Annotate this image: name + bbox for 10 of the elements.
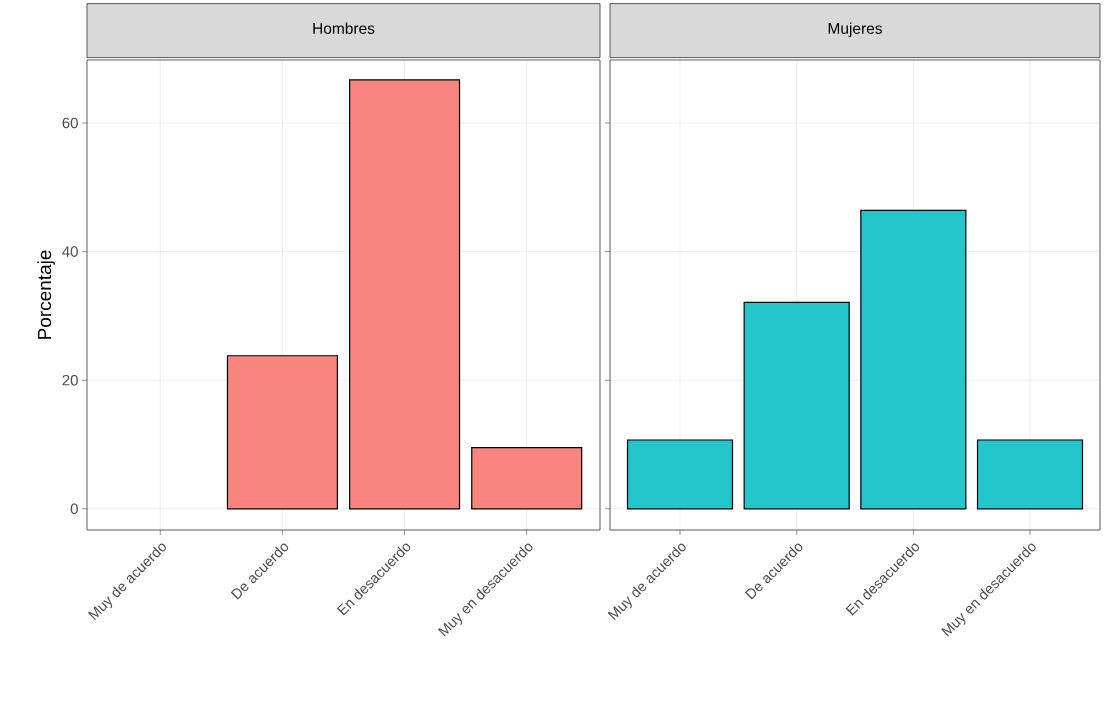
bar — [226, 355, 338, 510]
y-tick-label: 20 — [62, 374, 78, 386]
y-axis-title: Porcentaje — [37, 250, 55, 339]
y-tick-label: 0 — [70, 503, 78, 515]
chart-title: Mujeres — [828, 22, 882, 37]
bar — [471, 447, 583, 510]
y-tick-label: 40 — [62, 246, 78, 257]
y-tick-label: 60 — [62, 117, 78, 129]
bar — [349, 79, 461, 510]
chart-title: Hombres — [313, 22, 375, 34]
